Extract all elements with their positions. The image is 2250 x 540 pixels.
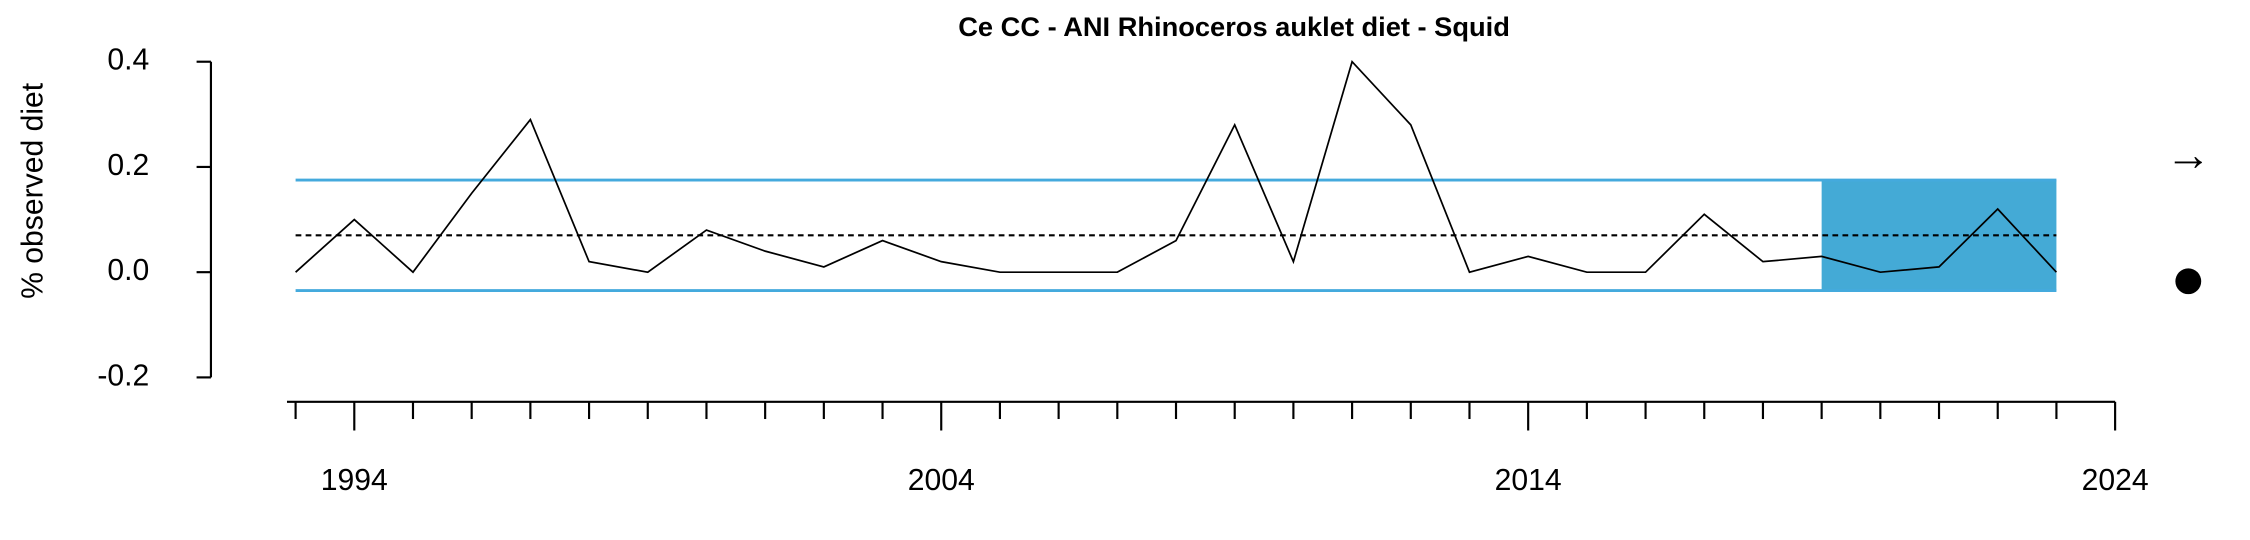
y-tick-label: 0.2 [107, 149, 149, 182]
x-tick-label: 2004 [908, 464, 975, 497]
x-tick-label: 2014 [1495, 464, 1562, 497]
data-line [295, 60, 2058, 274]
chart-title: Ce CC - ANI Rhinoceros auklet diet - Squ… [958, 11, 1510, 42]
y-tick-label: -0.2 [97, 359, 149, 392]
y-tick-label: 0.4 [107, 44, 149, 77]
y-axis-label: % observed diet [16, 82, 49, 299]
y-tick-label: 0.0 [107, 254, 149, 287]
x-tick-label: 1994 [321, 464, 388, 497]
mean-indicator [2175, 268, 2202, 295]
x-tick-label: 2024 [2082, 464, 2149, 497]
trend-symbol: → [2165, 128, 2211, 180]
